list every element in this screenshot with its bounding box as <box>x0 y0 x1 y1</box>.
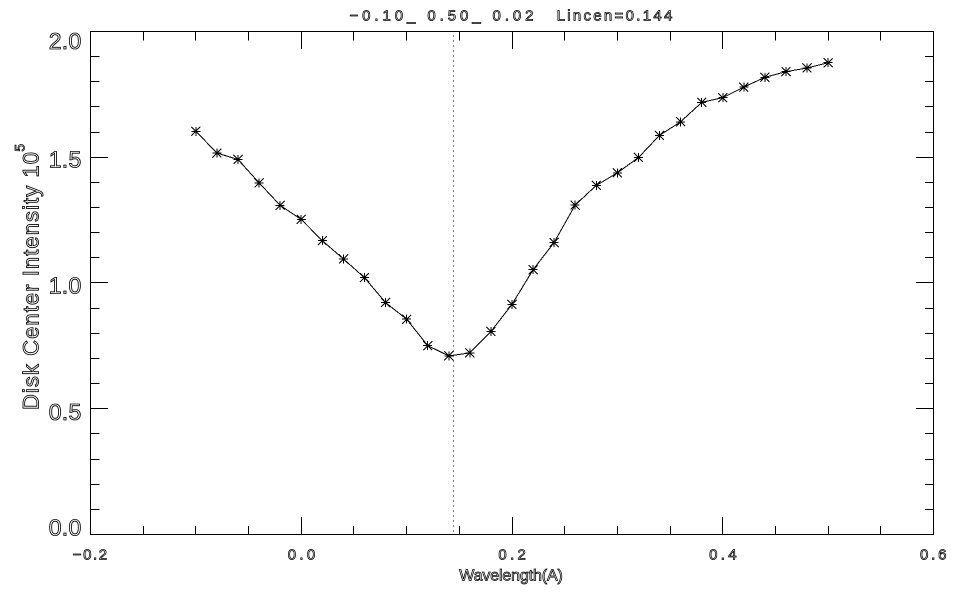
svg-text:5: 5 <box>12 144 28 152</box>
svg-text:Wavelength(A): Wavelength(A) <box>459 567 563 584</box>
svg-text:1.0: 1.0 <box>49 273 82 299</box>
svg-text:−0.10_ 0.50_ 0.02: −0.10_ 0.50_ 0.02 <box>350 7 534 24</box>
svg-text:2.0: 2.0 <box>49 28 82 54</box>
svg-text:Lincen=0.144: Lincen=0.144 <box>557 7 673 24</box>
svg-text:0.5: 0.5 <box>49 399 82 425</box>
svg-text:0.0: 0.0 <box>49 515 82 541</box>
svg-text:0.0: 0.0 <box>288 547 316 564</box>
svg-text:−0.2: −0.2 <box>73 547 107 564</box>
svg-text:Disk Center Intensity 10: Disk Center Intensity 10 <box>18 152 43 410</box>
svg-text:0.4: 0.4 <box>709 547 737 564</box>
svg-text:0.6: 0.6 <box>920 547 947 564</box>
svg-text:1.5: 1.5 <box>49 146 82 172</box>
svg-text:0.2: 0.2 <box>498 547 526 564</box>
